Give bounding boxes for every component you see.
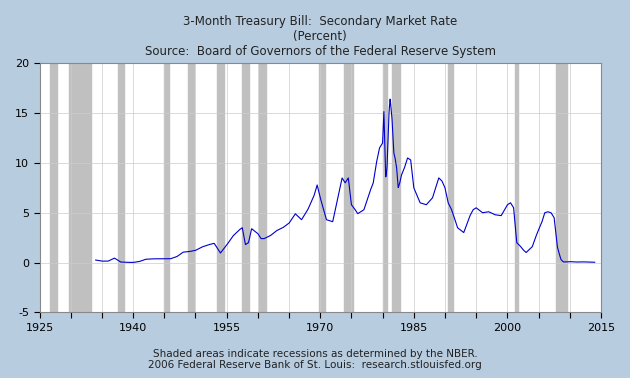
- Bar: [382, 64, 387, 312]
- Bar: [217, 64, 224, 312]
- Bar: [164, 64, 169, 312]
- Bar: [343, 64, 353, 312]
- Bar: [188, 64, 194, 312]
- Bar: [556, 64, 566, 312]
- Bar: [515, 64, 518, 312]
- Bar: [243, 64, 248, 312]
- Text: Shaded areas indicate recessions as determined by the NBER.
2006 Federal Reserve: Shaded areas indicate recessions as dete…: [148, 349, 482, 370]
- Bar: [392, 64, 400, 312]
- Bar: [448, 64, 453, 312]
- Bar: [69, 64, 91, 312]
- Bar: [260, 64, 266, 312]
- Bar: [50, 64, 57, 312]
- Bar: [118, 64, 123, 312]
- Title: 3-Month Treasury Bill:  Secondary Market Rate
(Percent)
Source:  Board of Govern: 3-Month Treasury Bill: Secondary Market …: [145, 15, 496, 58]
- Bar: [319, 64, 325, 312]
